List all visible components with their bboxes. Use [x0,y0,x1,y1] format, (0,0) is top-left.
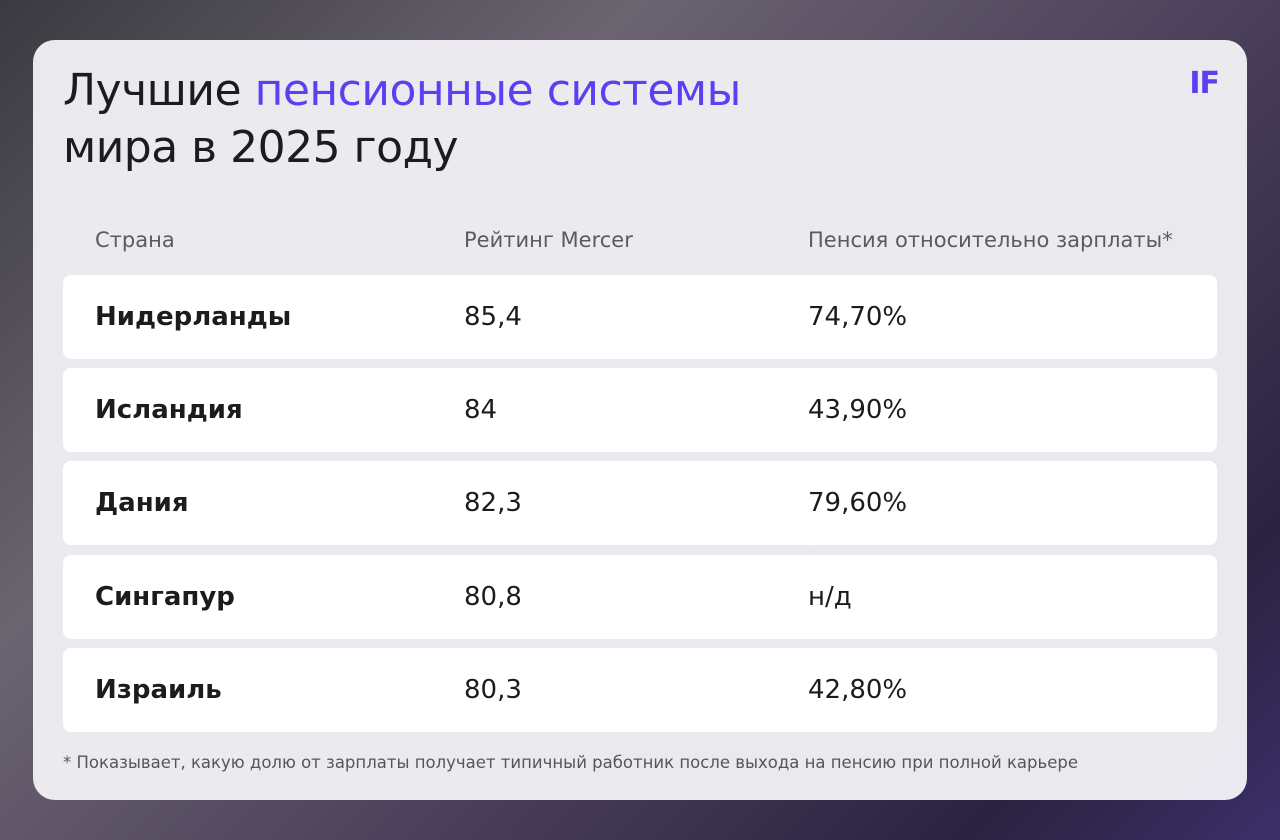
country: Израиль [95,675,222,705]
table-row: Дания 82,3 79,60% [63,461,1217,545]
table-row: Сингапур 80,8 н/д [63,555,1217,639]
pension-ratio: 74,70% [808,302,908,332]
table-row: Исландия 84 43,90% [63,368,1217,452]
pension-ratio: н/д [808,582,852,612]
rating: 80,3 [464,675,522,705]
rating: 85,4 [464,302,522,332]
title-accent: пенсионные системы [254,65,742,116]
card: Лучшие пенсионные системы мира в 2025 го… [33,40,1247,800]
country: Нидерланды [95,302,292,332]
rating: 84 [464,395,498,425]
pension-ratio: 79,60% [808,488,908,518]
title-end: мира в 2025 году [63,122,459,173]
footnote: * Показывает, какую долю от зарплаты пол… [63,753,1078,772]
pension-ratio: 43,90% [808,395,908,425]
country: Исландия [95,395,243,425]
pension-ratio: 42,80% [808,675,908,705]
table-row: Нидерланды 85,4 74,70% [63,275,1217,359]
country: Дания [95,488,189,518]
column-header: Страна [95,228,175,252]
title-start: Лучшие [63,65,242,116]
title: Лучшие пенсионные системы мира в 2025 го… [63,62,741,176]
country: Сингапур [95,582,235,612]
logo: IF [1189,66,1220,101]
column-header: Рейтинг Mercer [464,228,633,252]
table-row: Израиль 80,3 42,80% [63,648,1217,732]
rating: 80,8 [464,582,522,612]
column-header: Пенсия относительно зарплаты* [808,228,1173,252]
rating: 82,3 [464,488,522,518]
